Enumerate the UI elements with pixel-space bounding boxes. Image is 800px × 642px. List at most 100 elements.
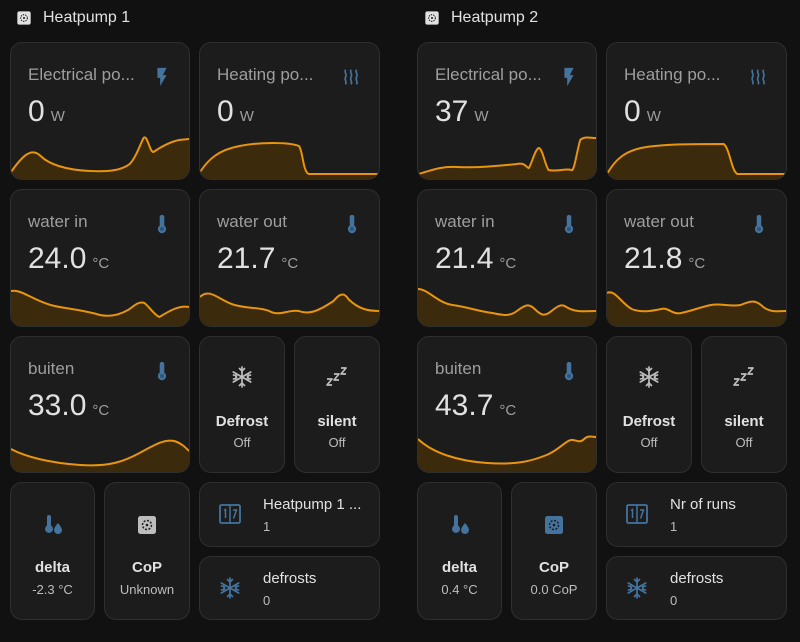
thermometer-icon bbox=[564, 214, 574, 234]
water-out-card[interactable]: water out 21.7 °C bbox=[199, 189, 380, 327]
snowflake-icon bbox=[232, 366, 252, 388]
sleep-icon bbox=[733, 367, 754, 386]
runs-state: 1 bbox=[263, 519, 271, 534]
water-in-label: water in bbox=[435, 212, 495, 231]
heating-power-graph bbox=[607, 142, 786, 179]
heat-pump-icon bbox=[138, 516, 156, 534]
heat-pump-icon bbox=[17, 11, 31, 25]
heating-power-graph bbox=[200, 142, 379, 179]
defrosts-tile[interactable]: defrosts 0 bbox=[606, 556, 787, 620]
thermometer-water-icon bbox=[451, 515, 469, 534]
water-out-value: 21.8 bbox=[624, 242, 683, 275]
buiten-unit: °C bbox=[92, 402, 110, 419]
thermometer-icon bbox=[564, 361, 574, 381]
buiten-card[interactable]: buiten 43.7 °C bbox=[417, 336, 597, 473]
water-in-graph bbox=[11, 289, 189, 326]
thermometer-icon bbox=[347, 214, 357, 234]
buiten-value: 43.7 bbox=[435, 389, 494, 422]
water-in-card[interactable]: water in 24.0 °C bbox=[10, 189, 190, 327]
thermometer-icon bbox=[157, 361, 167, 381]
cop-tile[interactable]: CoP Unknown bbox=[104, 482, 190, 620]
flash-icon bbox=[564, 67, 574, 87]
water-in-label: water in bbox=[28, 212, 88, 231]
delta-tile[interactable]: delta 0.4 °C bbox=[417, 482, 502, 620]
cop-tile[interactable]: CoP 0.0 CoP bbox=[511, 482, 597, 620]
thermometer-water-icon bbox=[44, 515, 62, 534]
runs-label: Nr of runs bbox=[670, 496, 736, 513]
counter-icon bbox=[219, 504, 241, 524]
water-in-unit: °C bbox=[499, 255, 517, 272]
heating-power-value: 0 bbox=[624, 95, 641, 128]
buiten-label: buiten bbox=[28, 359, 75, 378]
snowflake-icon bbox=[627, 577, 647, 599]
water-out-value: 21.7 bbox=[217, 242, 276, 275]
electrical-power-unit: W bbox=[474, 108, 489, 125]
water-in-value: 24.0 bbox=[28, 242, 87, 275]
water-in-unit: °C bbox=[92, 255, 110, 272]
section-title-heatpump-1: Heatpump 1 bbox=[16, 6, 130, 30]
runs-state: 1 bbox=[670, 519, 678, 534]
water-in-value: 21.4 bbox=[435, 242, 494, 275]
heating-power-unit: W bbox=[239, 108, 254, 125]
defrost-state: Off bbox=[233, 435, 251, 450]
defrost-tile[interactable]: Defrost Off bbox=[199, 336, 285, 473]
electrical-power-label: Electrical po... bbox=[435, 65, 542, 84]
buiten-graph bbox=[11, 439, 189, 472]
heating-power-label: Heating po... bbox=[217, 65, 314, 84]
defrosts-label: defrosts bbox=[670, 570, 724, 587]
defrost-tile[interactable]: Defrost Off bbox=[606, 336, 692, 473]
section-title-heatpump-2: Heatpump 2 bbox=[424, 6, 538, 30]
water-out-label: water out bbox=[217, 212, 287, 231]
delta-tile[interactable]: delta -2.3 °C bbox=[10, 482, 95, 620]
heat-pump-icon bbox=[425, 11, 439, 25]
water-out-card[interactable]: water out 21.8 °C bbox=[606, 189, 787, 327]
cop-state: Unknown bbox=[119, 582, 175, 597]
defrost-label: Defrost bbox=[215, 413, 269, 430]
electrical-power-unit: W bbox=[50, 108, 65, 125]
flash-icon bbox=[157, 67, 167, 87]
silent-label: silent bbox=[317, 413, 357, 430]
section-title-text: Heatpump 2 bbox=[451, 9, 539, 26]
water-out-label: water out bbox=[624, 212, 694, 231]
silent-tile[interactable]: silent Off bbox=[701, 336, 787, 473]
defrosts-label: defrosts bbox=[263, 570, 317, 587]
counter-icon bbox=[626, 504, 648, 524]
cop-label: CoP bbox=[539, 559, 569, 576]
heating-power-unit: W bbox=[646, 108, 661, 125]
heating-power-value: 0 bbox=[217, 95, 234, 128]
runs-tile[interactable]: Heatpump 1 ... 1 bbox=[199, 482, 380, 547]
delta-label: delta bbox=[441, 559, 477, 576]
delta-state: -2.3 °C bbox=[32, 582, 73, 597]
runs-tile[interactable]: Nr of runs 1 bbox=[606, 482, 787, 547]
electrical-power-value: 0 bbox=[28, 95, 45, 128]
sleep-icon bbox=[326, 367, 347, 386]
thermometer-icon bbox=[754, 214, 764, 234]
electrical-power-label: Electrical po... bbox=[28, 65, 135, 84]
delta-label: delta bbox=[34, 559, 70, 576]
snowflake-icon bbox=[639, 366, 659, 388]
runs-label: Heatpump 1 ... bbox=[263, 496, 362, 513]
silent-label: silent bbox=[724, 413, 764, 430]
electrical-power-card[interactable]: Electrical po... 37 W bbox=[417, 42, 597, 180]
defrost-state: Off bbox=[640, 435, 658, 450]
snowflake-icon bbox=[220, 577, 240, 599]
buiten-graph bbox=[418, 435, 596, 472]
water-out-graph bbox=[200, 292, 379, 326]
heating-power-label: Heating po... bbox=[624, 65, 721, 84]
water-in-card[interactable]: water in 21.4 °C bbox=[417, 189, 597, 327]
water-out-graph bbox=[607, 291, 786, 326]
heat-pump-icon bbox=[545, 516, 563, 534]
defrosts-tile[interactable]: defrosts 0 bbox=[199, 556, 380, 620]
heat-wave-icon bbox=[344, 69, 358, 85]
electrical-power-value: 37 bbox=[435, 95, 469, 128]
water-in-graph bbox=[418, 288, 596, 326]
section-title-text: Heatpump 1 bbox=[43, 9, 131, 26]
water-out-unit: °C bbox=[688, 255, 706, 272]
silent-state: Off bbox=[735, 435, 753, 450]
electrical-power-graph bbox=[11, 136, 189, 179]
buiten-card[interactable]: buiten 33.0 °C bbox=[10, 336, 190, 473]
silent-tile[interactable]: silent Off bbox=[294, 336, 380, 473]
